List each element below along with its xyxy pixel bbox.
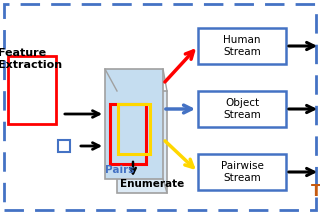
Bar — [198, 28, 286, 64]
Text: Pairs: Pairs — [105, 165, 135, 175]
Text: Human
Stream: Human Stream — [223, 35, 261, 57]
Bar — [8, 56, 56, 124]
Text: Object
Stream: Object Stream — [223, 98, 261, 120]
Bar — [198, 154, 286, 190]
Text: T: T — [311, 184, 320, 199]
Bar — [110, 104, 146, 164]
Text: Feature
Extraction: Feature Extraction — [0, 48, 62, 70]
Bar — [118, 104, 150, 154]
FancyBboxPatch shape — [117, 91, 167, 193]
Bar — [198, 91, 286, 127]
Text: Enumerate: Enumerate — [120, 179, 184, 189]
FancyBboxPatch shape — [105, 69, 163, 179]
Bar — [58, 140, 70, 152]
Text: Pairwise
Stream: Pairwise Stream — [220, 161, 263, 183]
